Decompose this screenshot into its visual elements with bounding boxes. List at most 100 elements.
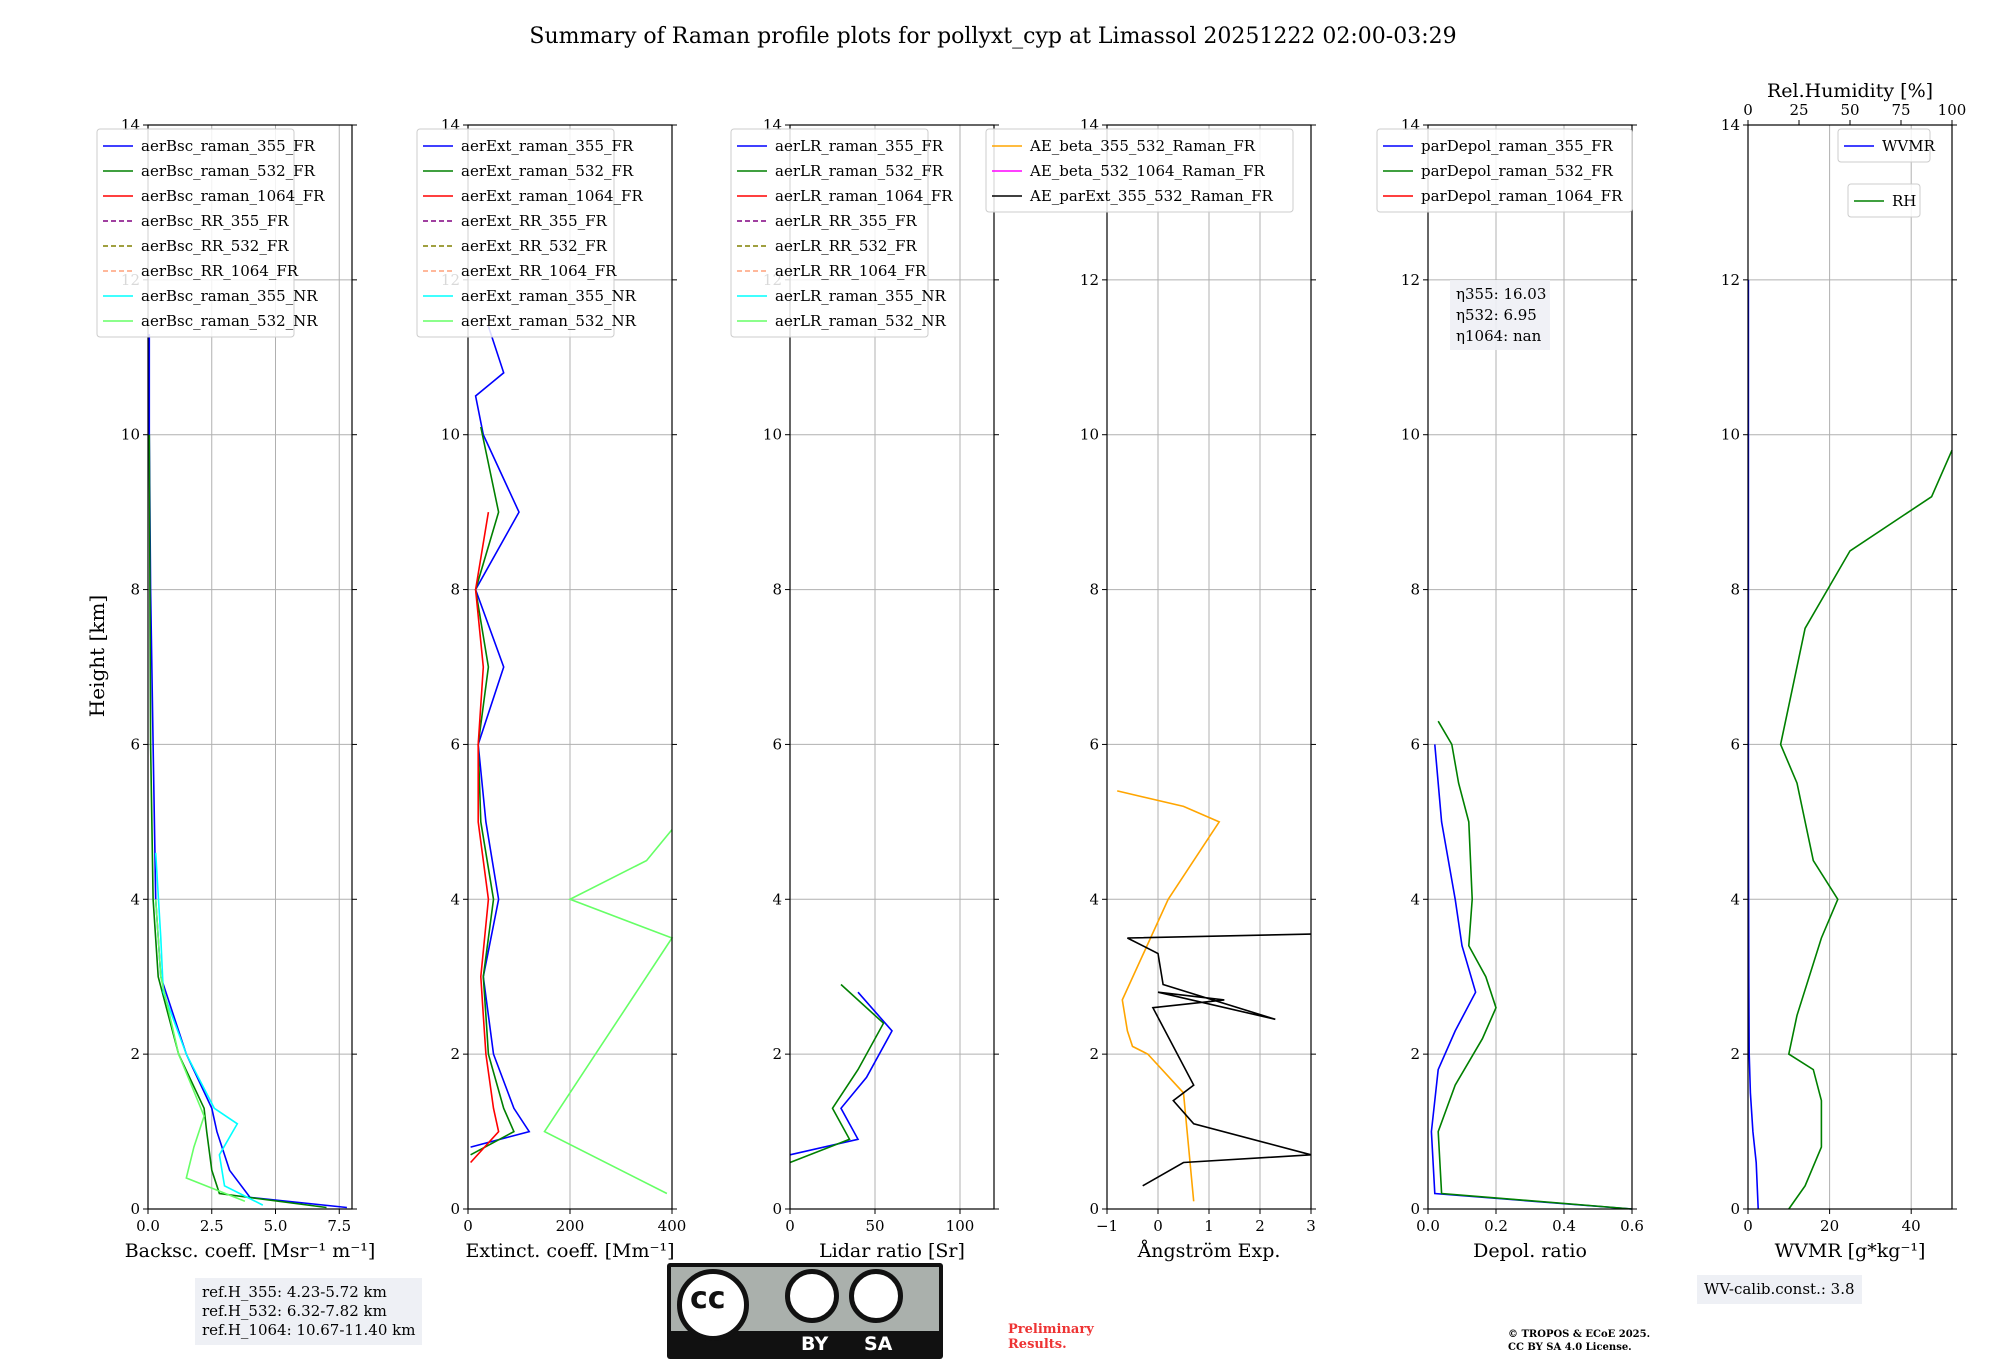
y-tick-label: 6 [1410, 735, 1420, 753]
legend-label: aerBsc_raman_532_NR [141, 312, 318, 330]
y-tick-label: 2 [1410, 1045, 1420, 1063]
y-tick-label: 4 [130, 890, 140, 908]
series-line [154, 899, 246, 1203]
legend-label: WVMR [1882, 137, 1936, 155]
top-x-tick-label: 25 [1789, 101, 1808, 119]
y-tick-label: 8 [1730, 581, 1740, 599]
sa-share-icon [849, 1269, 903, 1323]
cc-logo-icon [677, 1269, 749, 1341]
legend-label: aerExt_raman_1064_FR [461, 187, 643, 205]
legend-label: aerLR_raman_355_NR [775, 287, 946, 305]
y-tick-label: 0 [130, 1200, 140, 1218]
y-tick-label: 4 [772, 890, 782, 908]
x-tick-label: 0 [463, 1217, 473, 1235]
legend-label: aerLR_RR_355_FR [775, 212, 917, 230]
legend-label: aerExt_raman_355_NR [461, 287, 637, 305]
top-x-tick-label: 75 [1891, 101, 1910, 119]
copyright-line-2: CC BY SA 4.0 License. [1508, 1342, 1632, 1353]
y-tick-label: 8 [130, 581, 140, 599]
series-line [789, 991, 893, 1156]
legend-label: AE_beta_355_532_Raman_FR [1029, 137, 1256, 155]
x-tick-label: 100 [946, 1217, 975, 1235]
series-line [148, 434, 327, 1209]
y-tick-label: 10 [441, 426, 460, 444]
legend-box [730, 128, 929, 338]
y-tick-label: 0 [1730, 1200, 1740, 1218]
y-tick-label: 8 [450, 581, 460, 599]
x-tick-label: 7.5 [327, 1217, 351, 1235]
series-line [543, 829, 674, 1195]
y-tick-label: 0 [772, 1200, 782, 1218]
x-axis-label: Extinct. coeff. [Mm⁻¹] [465, 1240, 674, 1262]
series-line [154, 852, 264, 1206]
series-line [470, 511, 500, 1164]
y-tick-label: 2 [772, 1045, 782, 1063]
legend-label: aerExt_RR_532_FR [461, 237, 608, 255]
y-tick-label: 12 [1721, 271, 1740, 289]
x-tick-label: 1 [1204, 1217, 1214, 1235]
x-axis-label: Lidar ratio [Sr] [819, 1240, 965, 1262]
by-label: BY [801, 1333, 829, 1355]
legend-label: aerLR_RR_1064_FR [775, 262, 927, 280]
y-tick-label: 10 [763, 426, 782, 444]
y-tick-label: 10 [121, 426, 140, 444]
cc-logo-text: cc [690, 1281, 726, 1316]
legend-label: aerExt_raman_532_FR [461, 162, 634, 180]
legend-label: aerBsc_RR_1064_FR [141, 262, 299, 280]
x-tick-label: 40 [1902, 1217, 1921, 1235]
y-tick-label: 12 [1401, 271, 1420, 289]
x-tick-label: 0 [785, 1217, 795, 1235]
y-tick-label: 6 [1089, 735, 1099, 753]
axes-frame [1427, 124, 1633, 1210]
x-tick-label: 2.5 [200, 1217, 224, 1235]
y-tick-label: 4 [1730, 890, 1740, 908]
legend-label: AE_parExt_355_532_Raman_FR [1029, 187, 1274, 205]
x-tick-label: 5.0 [264, 1217, 288, 1235]
x-tick-label: 0.6 [1620, 1217, 1644, 1235]
y-tick-label: 2 [450, 1045, 460, 1063]
legend-label: aerBsc_raman_532_FR [141, 162, 316, 180]
x-tick-label: 2 [1255, 1217, 1265, 1235]
x-axis-label: Ångström Exp. [1137, 1240, 1281, 1262]
preliminary-line-2: Results. [1008, 1337, 1067, 1352]
legend-label: aerBsc_RR_355_FR [141, 212, 289, 230]
y-tick-label: 4 [1410, 890, 1420, 908]
axes-frame [789, 124, 995, 1210]
series-line [1127, 933, 1312, 1187]
panel-ext: 024681012140200400Extinct. coeff. [Mm⁻¹]… [416, 116, 686, 1262]
legend-label: parDepol_raman_532_FR [1421, 162, 1614, 180]
y-tick-label: 4 [450, 890, 460, 908]
y-tick-label: 12 [1080, 271, 1099, 289]
x-tick-label: 20 [1820, 1217, 1839, 1235]
legend-box [96, 128, 295, 338]
y-tick-label: 14 [1721, 116, 1740, 134]
cc-license-badge: cc BY SA [667, 1263, 943, 1359]
series-line [789, 983, 885, 1164]
y-tick-label: 4 [1089, 890, 1099, 908]
top-x-tick-label: 50 [1840, 101, 1859, 119]
preliminary-line-1: Preliminary [1008, 1322, 1094, 1337]
y-tick-label: 0 [450, 1200, 460, 1218]
legend-label: aerLR_raman_1064_FR [775, 187, 953, 205]
y-tick-label: 2 [130, 1045, 140, 1063]
x-axis-label: WVMR [g*kg⁻¹] [1775, 1240, 1926, 1262]
copyright-line-1: © TROPOS & ECoE 2025. [1508, 1329, 1651, 1340]
x-axis-label: Backsc. coeff. [Msr⁻¹ m⁻¹] [125, 1240, 376, 1262]
legend-label: RH [1892, 192, 1916, 210]
legend-label: aerBsc_RR_532_FR [141, 237, 289, 255]
legend-label: parDepol_raman_355_FR [1421, 137, 1614, 155]
by-person-icon [785, 1269, 839, 1323]
series-line [148, 334, 347, 1209]
eta-box [1450, 280, 1550, 350]
eta-value: η1064: nan [1456, 327, 1542, 345]
axes-frame [1747, 124, 1953, 1210]
y-tick-label: 2 [1730, 1045, 1740, 1063]
legend-label: aerLR_raman_355_FR [775, 137, 944, 155]
y-tick-label: 10 [1080, 426, 1099, 444]
y-tick-label: 8 [772, 581, 782, 599]
y-tick-label: 8 [1089, 581, 1099, 599]
series-line [1117, 790, 1221, 1202]
x-tick-label: 200 [556, 1217, 585, 1235]
